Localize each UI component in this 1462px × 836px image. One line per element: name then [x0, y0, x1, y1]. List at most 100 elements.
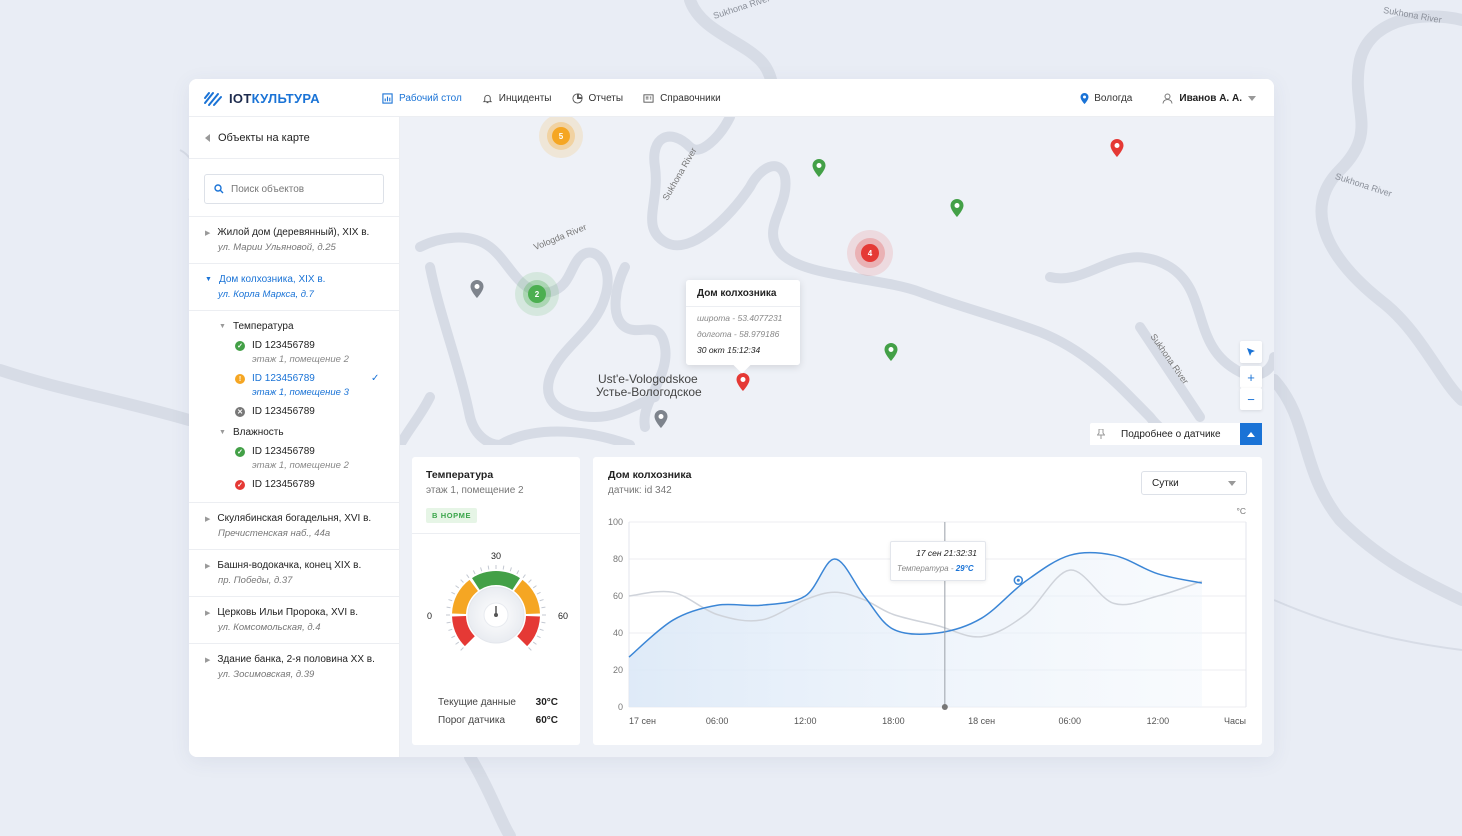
caret-right-icon: ▶ [205, 230, 211, 237]
sensor-id: ID 123456789 [252, 340, 315, 351]
chevron-up-icon [1247, 431, 1255, 437]
gauge-tick [541, 621, 546, 624]
gauge-tick [487, 565, 490, 570]
sensor-id: ID 123456789 [252, 373, 315, 384]
object-item[interactable]: ▶ Жилой дом (деревянный), XIX в. ул. Мари… [189, 217, 399, 264]
details-label: Подробнее о датчике [1121, 428, 1221, 440]
sensor-location: этаж 1, помещение 3 [252, 387, 349, 398]
zoom-out-button[interactable]: − [1240, 388, 1262, 410]
x-tick-label: 12:00 [1147, 716, 1170, 726]
sensor-item[interactable]: ✓ ID 123456789 [235, 479, 387, 490]
object-name: Жилой дом (деревянный), XIX в. [217, 227, 370, 238]
sensor-details-bar[interactable]: Подробнее о датчике [1090, 423, 1262, 445]
sensor-item-selected[interactable]: ! ID 123456789 этаж 1, помещение 3 ✓ [235, 373, 387, 398]
user-menu[interactable]: Иванов А. А. [1162, 93, 1256, 104]
series-line-secondary [628, 569, 1203, 638]
search-input[interactable] [231, 183, 371, 195]
map-cluster-orange[interactable]: 5 [539, 117, 583, 158]
map-pin-green[interactable] [950, 199, 964, 217]
object-name: Башня-водокачка, конец XIX в. [217, 560, 362, 571]
object-address: ул. Зосимовская, д.39 [218, 669, 315, 680]
zoom-in-button[interactable]: + [1240, 366, 1262, 388]
map-pin-red-selected[interactable] [736, 373, 750, 391]
gauge-tick [536, 591, 541, 595]
pushpin-icon[interactable] [1090, 429, 1112, 439]
gauge-tick [448, 599, 453, 602]
y-unit-label: °C [1236, 506, 1246, 516]
y-tick-label: 80 [613, 554, 623, 564]
gauge-tick [460, 647, 464, 651]
sensor-item[interactable]: ✓ ID 123456789 этаж 1, помещение 2 [235, 340, 387, 365]
gauge-tick [451, 635, 456, 639]
period-select[interactable]: Сутки [1141, 471, 1247, 495]
tooltip-label: Температура - [897, 564, 956, 573]
x-tick-label: 17 сен [629, 716, 656, 726]
group-title[interactable]: ▼ Влажность [219, 427, 387, 438]
gauge-tick [539, 628, 544, 631]
map-cluster-green[interactable]: 2 [515, 272, 559, 316]
gauge-tick [516, 570, 520, 575]
chart-tooltip: 17 сен 21:32:31 Температура - 29°C [890, 541, 986, 581]
map-pin-red[interactable] [1110, 139, 1124, 157]
gauge-tick [541, 606, 546, 609]
group-title[interactable]: ▼ Температура [219, 321, 387, 332]
nav-reports-label: Отчеты [588, 92, 624, 104]
nav-reports[interactable]: Отчеты [571, 92, 624, 104]
map-view[interactable]: Sukhona River Vologda River Sukhona Rive… [400, 117, 1274, 445]
gauge-tick [455, 585, 460, 589]
sensor-group-humidity: ▼ Влажность ✓ ID 123456789 этаж 1, помещен… [205, 425, 387, 490]
gauge-tick [536, 635, 541, 639]
locate-button[interactable] [1240, 341, 1262, 363]
gauge-tick [446, 606, 451, 609]
map-pin-green[interactable] [884, 343, 898, 361]
nav-dashboard-label: Рабочий стол [399, 92, 462, 104]
temperature-line-chart[interactable]: 100 80 60 40 20 0 °C 17 сен 06:00 12:00 18:00 18 се… [593, 457, 1262, 745]
x-tick-label: 18 сен [968, 716, 995, 726]
object-address: Пречистенская наб., 44а [218, 528, 331, 539]
bell-icon [482, 94, 493, 103]
nav-dashboard[interactable]: Рабочий стол [382, 93, 462, 104]
directory-icon [643, 93, 654, 103]
top-header: IOTКУЛЬТУРА Рабочий стол Инциденты Отчет… [189, 79, 1274, 117]
y-tick-label: 0 [618, 702, 623, 712]
sidebar-header[interactable]: Объекты на карте [189, 117, 399, 159]
nav-directories[interactable]: Справочники [643, 93, 721, 104]
logo[interactable]: IOTКУЛЬТУРА [203, 89, 320, 107]
sensor-group-temperature: ▼ Температура ✓ ID 123456789 этаж 1, помещ… [205, 311, 387, 417]
object-item-expanded[interactable]: ▼ Дом колхозника, XIX в. ул. Корла Маркса… [189, 264, 399, 503]
map-pin-gray[interactable] [654, 410, 668, 428]
map-cluster-red[interactable]: 4 [847, 230, 893, 276]
minus-icon: − [1247, 391, 1255, 407]
object-address: ул. Комсомольская, д.4 [218, 622, 321, 633]
caret-down-icon: ▼ [219, 323, 226, 330]
x-tick-label: 06:00 [706, 716, 729, 726]
gauge-tick [539, 599, 544, 602]
expand-up-button[interactable] [1240, 423, 1262, 445]
main-nav: Рабочий стол Инциденты Отчеты Справочник… [382, 79, 721, 117]
gauge-tick [472, 570, 476, 575]
object-address: ул. Марии Ульяновой, д.25 [218, 242, 336, 253]
caret-down-icon: ▼ [219, 429, 226, 436]
gauge-tick [460, 579, 464, 583]
city-selector[interactable]: Вологда [1080, 92, 1132, 104]
y-tick-label: 60 [613, 591, 623, 601]
map-pin-gray[interactable] [470, 280, 484, 298]
town-label-cyrillic: Устье-Вологодское [596, 385, 702, 399]
gauge-tick [480, 567, 483, 572]
object-item[interactable]: ▶ Башня-водокачка, конец XIX в. пр. Побед… [189, 550, 399, 597]
sensor-location: этаж 1, помещение 2 [252, 354, 349, 365]
sensor-item[interactable]: ✕ ID 123456789 [235, 406, 387, 417]
current-data-value: 30°C [535, 697, 558, 708]
sensor-id: ID 123456789 [252, 406, 315, 417]
object-item[interactable]: ▶ Скулябинская богадельня, XVI в. Пречист… [189, 503, 399, 550]
gauge-tick [532, 641, 537, 645]
search-box[interactable] [204, 174, 384, 204]
map-pin-green[interactable] [812, 159, 826, 177]
checkmark-icon: ✓ [371, 373, 380, 384]
object-item[interactable]: ▶ Церковь Ильи Пророка, XVI в. ул. Комсом… [189, 597, 399, 644]
object-item[interactable]: ▶ Здание банка, 2-я половина XX в. ул. Зо… [189, 644, 399, 690]
sensor-item[interactable]: ✓ ID 123456789 этаж 1, помещение 2 [235, 446, 387, 471]
gauge-tick [466, 574, 470, 579]
nav-incidents[interactable]: Инциденты [482, 93, 552, 104]
sensor-location: этаж 1, помещение 2 [252, 460, 349, 471]
